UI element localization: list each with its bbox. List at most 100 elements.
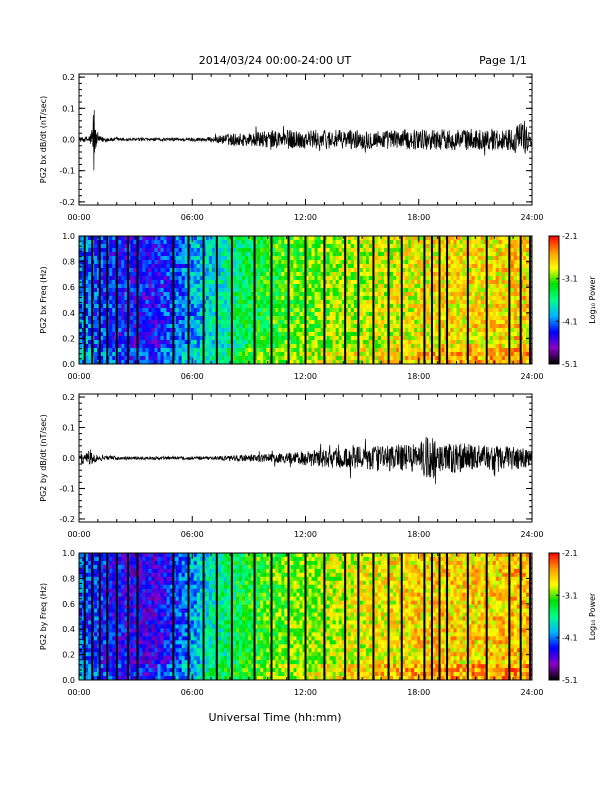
heatmap-cell (112, 300, 116, 305)
heatmap-cell (112, 244, 116, 249)
heatmap-cell (477, 348, 482, 353)
heatmap-cell (335, 240, 340, 245)
heatmap-cell (148, 264, 152, 269)
heatmap-cell (166, 300, 170, 305)
heatmap-cell (471, 264, 476, 269)
heatmap-cell (377, 324, 382, 329)
heatmap-cell (338, 352, 343, 357)
heatmap-cell (402, 336, 406, 341)
heatmap-cell (432, 276, 436, 281)
heatmap-cell (405, 316, 409, 321)
heatmap-cell (492, 320, 497, 325)
heatmap-cell (317, 316, 321, 321)
heatmap-cell (308, 312, 312, 317)
heatmap-cell (121, 288, 125, 293)
heatmap-cell (362, 280, 367, 285)
heatmap-cell (314, 356, 318, 361)
heatmap-cell (245, 268, 249, 273)
heatmap-cell (302, 292, 306, 297)
heatmap-cell (257, 332, 261, 337)
heatmap-cell (184, 332, 189, 337)
heatmap-cell (365, 272, 370, 277)
heatmap-cell (414, 316, 418, 321)
heatmap-cell (341, 320, 346, 325)
heatmap-cell (420, 260, 424, 265)
heatmap-cell (100, 324, 104, 329)
heatmap-cell (178, 336, 183, 341)
heatmap-cell (495, 308, 500, 313)
heatmap-cell (79, 348, 83, 353)
heatmap-cell (459, 256, 463, 261)
heatmap-cell (193, 356, 198, 361)
heatmap-cell (483, 240, 488, 245)
heatmap-cell (223, 332, 228, 337)
heatmap-cell (456, 348, 460, 353)
heatmap-cell (257, 236, 261, 241)
heatmap-cell (426, 240, 430, 245)
heatmap-cell (384, 348, 388, 353)
heatmap-cell (245, 348, 249, 353)
heatmap-cell (486, 360, 491, 365)
heatmap-cell (281, 348, 285, 353)
heatmap-cell (157, 280, 161, 285)
heatmap-cell (151, 360, 155, 365)
heatmap-cell (374, 252, 379, 257)
heatmap-cell (435, 288, 439, 293)
heatmap-cell (263, 268, 267, 273)
heatmap-cell (302, 236, 306, 241)
heatmap-cell (326, 272, 331, 277)
heatmap-cell (223, 256, 228, 261)
heatmap-cell (468, 292, 472, 297)
heatmap-cell (359, 304, 364, 309)
heatmap-cell (79, 272, 83, 277)
heatmap-cell (459, 332, 463, 337)
heatmap-cell (381, 320, 385, 325)
heatmap-cell (329, 280, 334, 285)
heatmap-cell (305, 280, 309, 285)
heatmap-cell (169, 236, 174, 241)
heatmap-cell (498, 340, 503, 345)
data-gap-stripe (202, 236, 205, 364)
heatmap-cell (260, 328, 264, 333)
heatmap-cell (417, 256, 421, 261)
data-gap-stripe (230, 236, 233, 364)
heatmap-cell (217, 252, 222, 257)
heatmap-cell (341, 300, 346, 305)
heatmap-cell (338, 272, 343, 277)
heatmap-cell (293, 280, 297, 285)
heatmap-cell (489, 324, 494, 329)
heatmap-cell (447, 268, 451, 273)
heatmap-cell (281, 268, 285, 273)
data-gap-stripe (215, 236, 218, 364)
heatmap-cell (320, 296, 325, 301)
heatmap-cell (302, 320, 306, 325)
heatmap-cell (338, 292, 343, 297)
heatmap-cell (245, 300, 249, 305)
heatmap-cell (217, 284, 222, 289)
heatmap-cell (184, 252, 189, 257)
data-gap-stripe (519, 236, 522, 364)
heatmap-cell (88, 336, 92, 341)
heatmap-cell (447, 316, 451, 321)
heatmap-cell (133, 312, 137, 317)
heatmap-cell (501, 240, 506, 245)
heatmap-cell (211, 304, 216, 309)
heatmap-cell (426, 284, 430, 289)
heatmap-cell (196, 328, 201, 333)
heatmap-cell (501, 304, 506, 309)
heatmap-cell (441, 292, 445, 297)
heatmap-cell (384, 336, 388, 341)
heatmap-cell (223, 276, 228, 281)
y-tick-label: 0.0 (62, 136, 75, 145)
heatmap-cell (293, 272, 297, 277)
heatmap-cell (266, 248, 270, 253)
heatmap-cell (350, 324, 355, 329)
heatmap-cell (208, 268, 213, 273)
heatmap-cell (489, 248, 494, 253)
heatmap-cell (335, 308, 340, 313)
heatmap-cell (498, 324, 503, 329)
heatmap-cell (480, 292, 485, 297)
heatmap-cell (118, 352, 122, 357)
heatmap-cell (278, 344, 282, 349)
heatmap-cell (139, 336, 143, 341)
